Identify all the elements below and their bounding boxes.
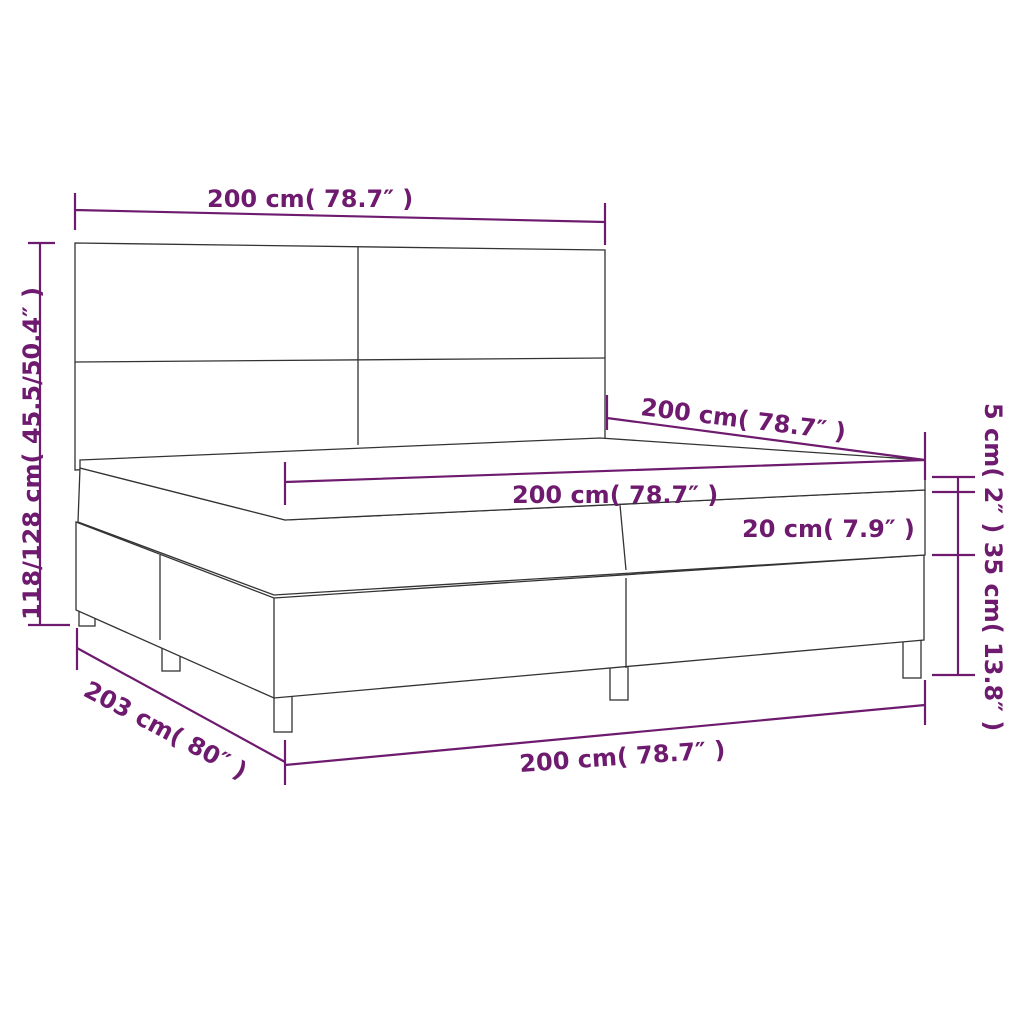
- leg-right: [902, 639, 922, 679]
- topper: [79, 437, 926, 521]
- headboard-width-label: 200 cm( 78.7″ ): [207, 185, 413, 213]
- topper-base-height-label: 5 cm( 2″ ) 35 cm( 13.8″ ): [979, 403, 1007, 731]
- headboard-seam-h: [74, 357, 606, 363]
- mattress-height-label: 20 cm( 7.9″ ): [742, 515, 915, 543]
- mattress-split: [619, 504, 627, 571]
- dimension-lines: [28, 193, 975, 785]
- side-length-label: 200 cm( 78.7″ ): [639, 393, 847, 446]
- headboard: [74, 242, 606, 471]
- mattress-width-label: 200 cm( 78.7″ ): [512, 481, 718, 509]
- total-height-label: 118/128 cm( 45.5/50.4″ ): [18, 287, 46, 620]
- base-width-label: 200 cm( 78.7″ ): [518, 736, 726, 778]
- bed-drawing: [74, 242, 926, 733]
